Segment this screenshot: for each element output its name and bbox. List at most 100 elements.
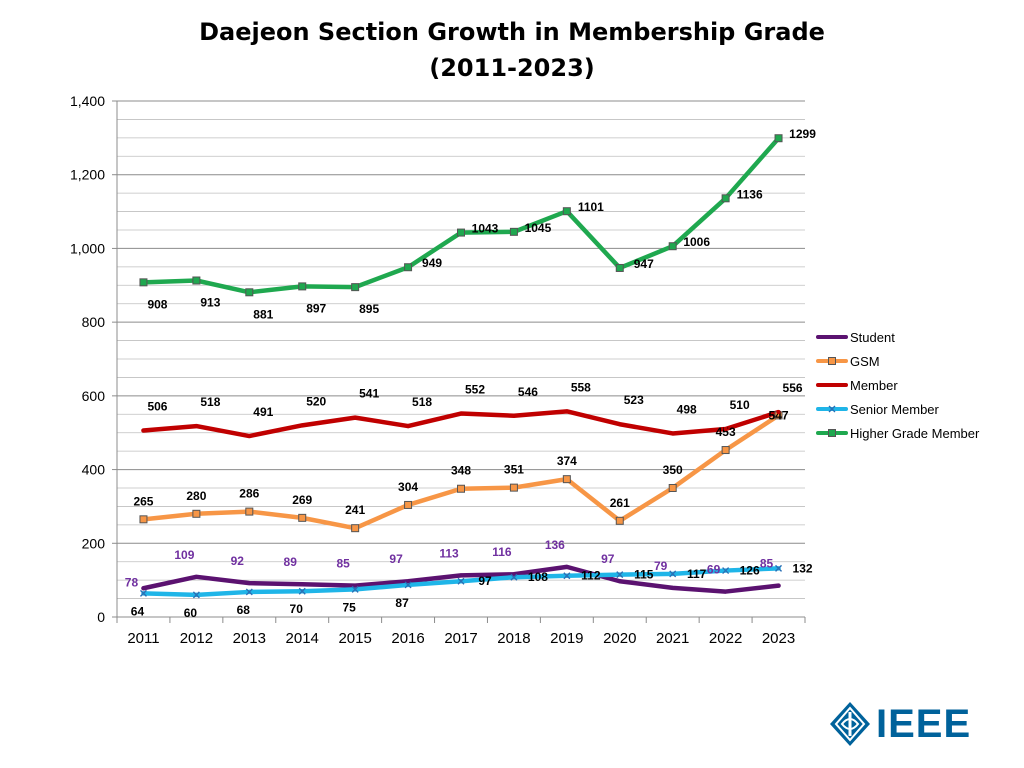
gsm-data-label: 261 bbox=[610, 496, 630, 510]
higher-grade-member-marker bbox=[774, 134, 783, 143]
student-data-label: 78 bbox=[125, 575, 139, 589]
member-marker bbox=[776, 410, 781, 415]
student-marker bbox=[300, 582, 305, 587]
student-marker bbox=[459, 573, 463, 578]
higher-grade-member-marker bbox=[457, 228, 465, 237]
senior-member-marker bbox=[351, 585, 359, 593]
gsm-marker bbox=[139, 515, 148, 524]
senior-member-data-label: 70 bbox=[290, 602, 304, 616]
higher-grade-member-data-label: 908 bbox=[147, 297, 167, 311]
gsm-marker bbox=[562, 475, 571, 484]
higher-grade-member-data-label: 913 bbox=[200, 295, 220, 309]
student-data-label: 97 bbox=[389, 552, 403, 566]
senior-member-marker bbox=[298, 587, 306, 595]
student-data-label: 85 bbox=[760, 557, 774, 571]
student-data-label: 116 bbox=[492, 545, 512, 559]
gsm-marker bbox=[457, 484, 465, 493]
ieee-logo-text: IEEE bbox=[876, 702, 972, 746]
senior-member-marker bbox=[457, 577, 465, 585]
gsm-data-label: 348 bbox=[451, 464, 471, 478]
member-marker bbox=[511, 413, 516, 418]
x-tick-label: 2019 bbox=[550, 630, 583, 647]
legend-senior-member-label: Senior Member bbox=[850, 402, 940, 417]
x-tick-label: 2013 bbox=[233, 630, 266, 647]
senior-member-data-label: 132 bbox=[793, 561, 813, 575]
higher-grade-member-data-label: 897 bbox=[306, 301, 326, 315]
member-data-label: 498 bbox=[677, 402, 697, 416]
higher-grade-member-marker bbox=[562, 207, 571, 216]
member-data-label: 546 bbox=[518, 385, 538, 399]
gsm-marker bbox=[404, 500, 413, 509]
gsm-data-label: 374 bbox=[557, 454, 577, 468]
member-data-label: 558 bbox=[571, 380, 591, 394]
x-tick-label: 2017 bbox=[444, 630, 477, 647]
gsm-data-label: 286 bbox=[239, 487, 259, 501]
y-tick-label: 1,200 bbox=[70, 167, 105, 183]
member-marker bbox=[194, 424, 199, 429]
y-tick-label: 200 bbox=[82, 535, 106, 551]
x-tick-label: 2012 bbox=[180, 630, 213, 647]
senior-member-marker bbox=[192, 591, 200, 599]
student-data-label: 136 bbox=[545, 538, 565, 552]
higher-grade-member-data-label: 1136 bbox=[737, 187, 763, 201]
higher-grade-member-data-label: 895 bbox=[359, 302, 379, 316]
student-data-label: 97 bbox=[601, 552, 615, 566]
legend-student-label: Student bbox=[850, 330, 895, 345]
higher-grade-member-data-label: 949 bbox=[422, 256, 442, 270]
legend-higher-grade-member-label: Higher Grade Member bbox=[850, 426, 980, 441]
student-data-label: 79 bbox=[654, 559, 668, 573]
x-tick-label: 2011 bbox=[127, 630, 159, 647]
x-tick-label: 2016 bbox=[391, 630, 424, 647]
gsm-data-label: 351 bbox=[504, 463, 524, 477]
gsm-data-label: 547 bbox=[769, 408, 789, 422]
gsm-data-label: 350 bbox=[663, 463, 683, 477]
senior-member-data-label: 108 bbox=[528, 570, 548, 584]
chart-title: Daejeon Section Growth in Membership Gra… bbox=[199, 18, 825, 46]
senior-member-data-label: 87 bbox=[395, 596, 409, 610]
higher-grade-member-marker bbox=[615, 263, 624, 272]
higher-grade-member-data-label: 1101 bbox=[578, 200, 604, 214]
member-marker bbox=[617, 422, 622, 427]
higher-grade-member-marker bbox=[351, 283, 360, 292]
higher-grade-member-data-label: 1006 bbox=[683, 235, 710, 249]
legend-gsm-label: GSM bbox=[850, 354, 880, 369]
student-data-label: 109 bbox=[174, 548, 194, 562]
higher-grade-member-marker bbox=[298, 282, 307, 291]
member-marker bbox=[670, 431, 675, 436]
y-tick-label: 0 bbox=[97, 609, 105, 625]
student-marker bbox=[776, 583, 781, 588]
y-tick-label: 800 bbox=[82, 314, 106, 330]
gsm-marker bbox=[509, 483, 518, 492]
higher-grade-member-marker bbox=[721, 194, 730, 203]
chart-subtitle: (2011-2023) bbox=[429, 54, 595, 82]
student-marker bbox=[194, 574, 199, 579]
gsm-marker bbox=[298, 513, 307, 522]
member-marker bbox=[723, 427, 728, 432]
senior-member-marker bbox=[563, 572, 571, 580]
legend-member-label: Member bbox=[850, 378, 898, 393]
senior-member-marker bbox=[669, 570, 677, 578]
higher-grade-member-marker bbox=[139, 278, 148, 287]
senior-member-marker bbox=[510, 573, 518, 581]
higher-grade-member-data-label: 1043 bbox=[472, 222, 499, 236]
y-tick-label: 1,400 bbox=[70, 93, 105, 109]
gsm-marker bbox=[192, 509, 201, 518]
student-marker bbox=[617, 579, 622, 584]
x-tick-label: 2022 bbox=[709, 630, 742, 647]
student-data-label: 85 bbox=[336, 557, 350, 571]
senior-member-data-label: 60 bbox=[184, 606, 198, 620]
gsm-data-label: 304 bbox=[398, 480, 418, 494]
legend-gsm-marker bbox=[828, 357, 836, 365]
gsm-data-label: 280 bbox=[186, 489, 206, 503]
senior-member-data-label: 68 bbox=[237, 603, 251, 617]
senior-member-data-label: 75 bbox=[342, 600, 356, 614]
x-tick-label: 2023 bbox=[762, 630, 795, 647]
member-marker bbox=[247, 434, 252, 439]
ieee-diamond-icon bbox=[830, 702, 870, 746]
member-data-label: 541 bbox=[359, 387, 379, 401]
higher-grade-member-line bbox=[141, 135, 781, 295]
higher-grade-member-marker bbox=[192, 276, 201, 285]
senior-member-marker bbox=[775, 564, 783, 572]
member-marker bbox=[300, 423, 305, 428]
